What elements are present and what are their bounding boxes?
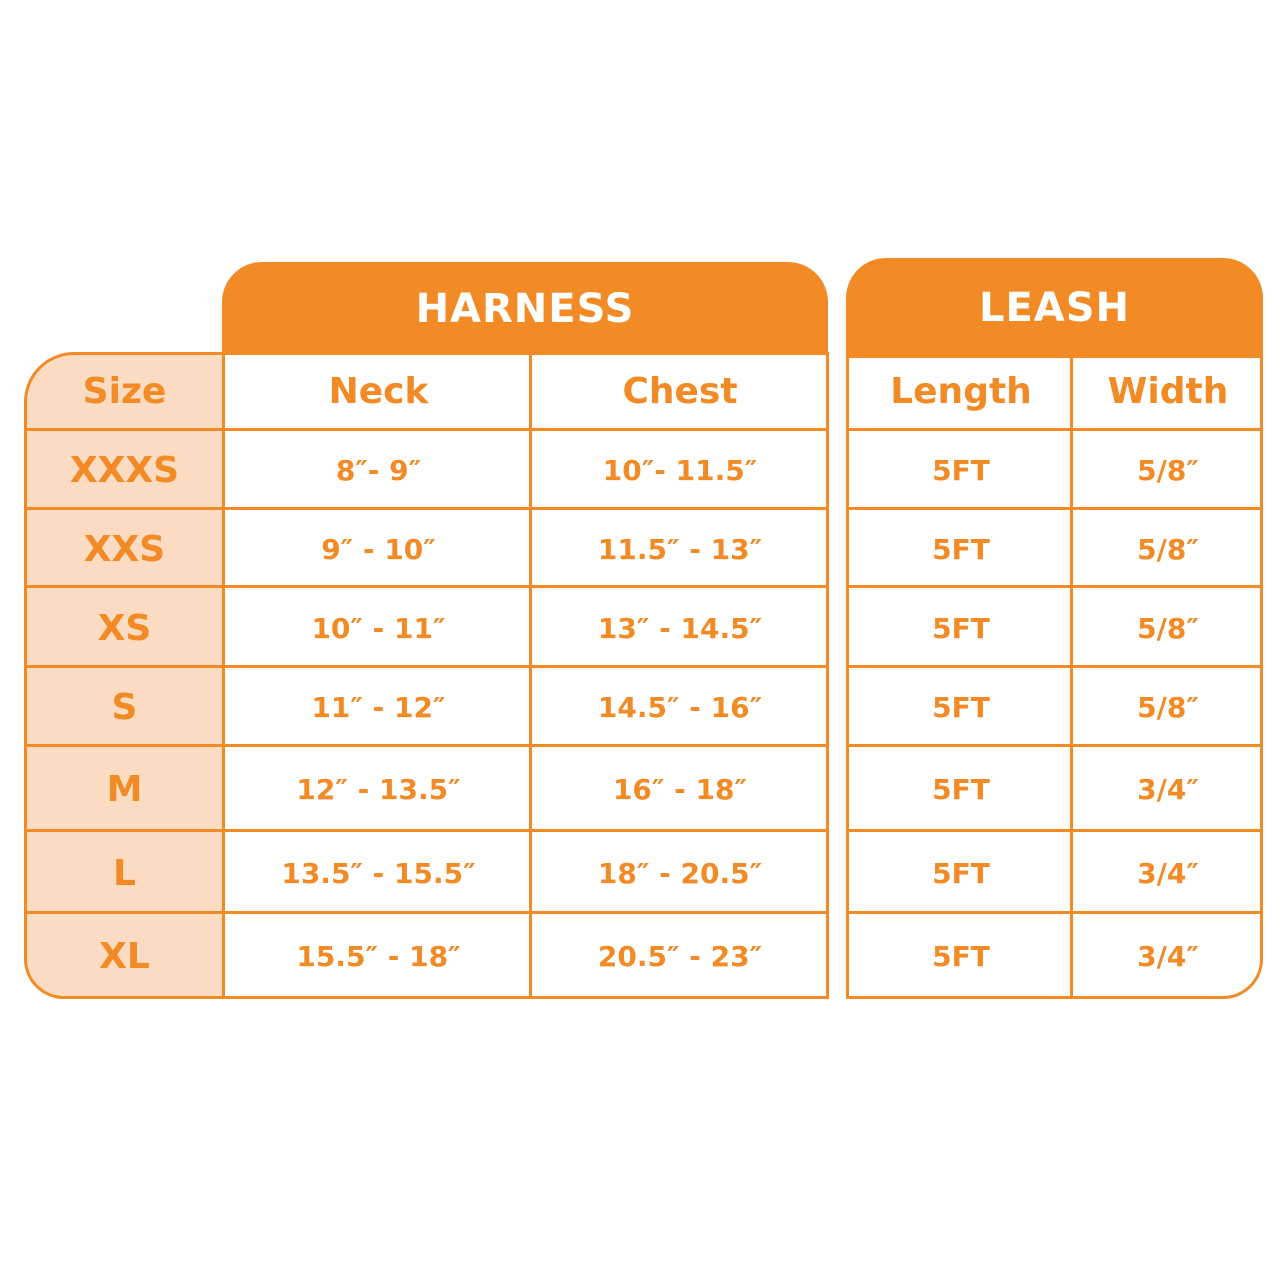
row-divider <box>849 911 1260 914</box>
width-cell: 3/4″ <box>1137 939 1199 973</box>
neck-cell: 9″ - 10″ <box>321 532 436 566</box>
width-cell: 5/8″ <box>1137 691 1199 724</box>
chest-cell: 16″ - 18″ <box>612 773 748 806</box>
harness-table: Neck Chest 8″- 9″ 10″- 11.5″ 9″ - 10″ 11.5″ -… <box>222 352 829 999</box>
row-divider <box>225 744 826 747</box>
column-divider <box>529 355 532 996</box>
chest-cell: 14.5″ - 16″ <box>597 691 763 724</box>
column-header: Neck <box>328 371 429 412</box>
column-divider <box>1070 358 1073 996</box>
neck-cell: 11″ - 12″ <box>311 691 446 724</box>
length-cell: 5FT <box>932 532 990 566</box>
row-divider <box>27 911 222 914</box>
size-column: Size XXXS XXS XS S M L XL <box>24 352 225 999</box>
neck-cell: 15.5″ - 18″ <box>296 939 461 973</box>
column-header: Chest <box>622 371 738 412</box>
row-divider <box>27 829 222 832</box>
length-cell: 5FT <box>932 454 990 487</box>
neck-cell: 12″ - 13.5″ <box>296 773 461 806</box>
length-cell: 5FT <box>932 939 990 973</box>
leash-table: Length Width 5FT 5/8″ 5FT 5/8″ 5FT 5/8″ 5FT 5/8″ 5… <box>846 355 1263 999</box>
row-divider <box>225 428 826 431</box>
length-cell: 5FT <box>932 856 990 890</box>
size-cell: XXXS <box>69 450 180 491</box>
neck-cell: 10″ - 11″ <box>311 611 446 645</box>
row-divider <box>849 744 1260 747</box>
row-divider <box>849 829 1260 832</box>
row-divider <box>849 665 1260 668</box>
row-divider <box>225 829 826 832</box>
length-cell: 5FT <box>932 611 990 645</box>
row-divider <box>225 911 826 914</box>
size-cell: XXS <box>83 528 166 570</box>
harness-header: HARNESS <box>222 262 828 355</box>
row-divider <box>849 428 1260 431</box>
row-divider <box>225 665 826 668</box>
width-cell: 5/8″ <box>1137 532 1199 566</box>
size-cell: S <box>111 687 138 728</box>
length-cell: 5FT <box>932 773 990 806</box>
size-cell: XL <box>99 935 150 977</box>
row-divider <box>849 507 1260 510</box>
row-divider <box>27 507 222 510</box>
chest-cell: 18″ - 20.5″ <box>597 856 763 890</box>
size-cell: L <box>113 852 136 894</box>
leash-header: LEASH <box>846 258 1263 358</box>
row-divider <box>225 507 826 510</box>
chest-cell: 20.5″ - 23″ <box>597 939 763 973</box>
size-cell: XS <box>97 607 152 649</box>
row-divider <box>27 665 222 668</box>
width-cell: 5/8″ <box>1137 454 1199 487</box>
neck-cell: 13.5″ - 15.5″ <box>281 856 476 890</box>
column-header: Length <box>890 371 1032 412</box>
column-header: Size <box>82 371 167 412</box>
width-cell: 3/4″ <box>1137 856 1199 890</box>
neck-cell: 8″- 9″ <box>335 454 422 487</box>
size-cell: M <box>106 769 143 810</box>
row-divider <box>27 744 222 747</box>
row-divider <box>27 585 222 588</box>
width-cell: 5/8″ <box>1137 611 1199 645</box>
row-divider <box>849 585 1260 588</box>
column-header: Width <box>1107 371 1229 412</box>
row-divider <box>27 428 222 431</box>
length-cell: 5FT <box>932 691 990 724</box>
chest-cell: 13″ - 14.5″ <box>597 611 763 645</box>
chest-cell: 11.5″ - 13″ <box>597 532 763 566</box>
row-divider <box>225 585 826 588</box>
chest-cell: 10″- 11.5″ <box>602 454 758 487</box>
width-cell: 3/4″ <box>1137 773 1199 806</box>
